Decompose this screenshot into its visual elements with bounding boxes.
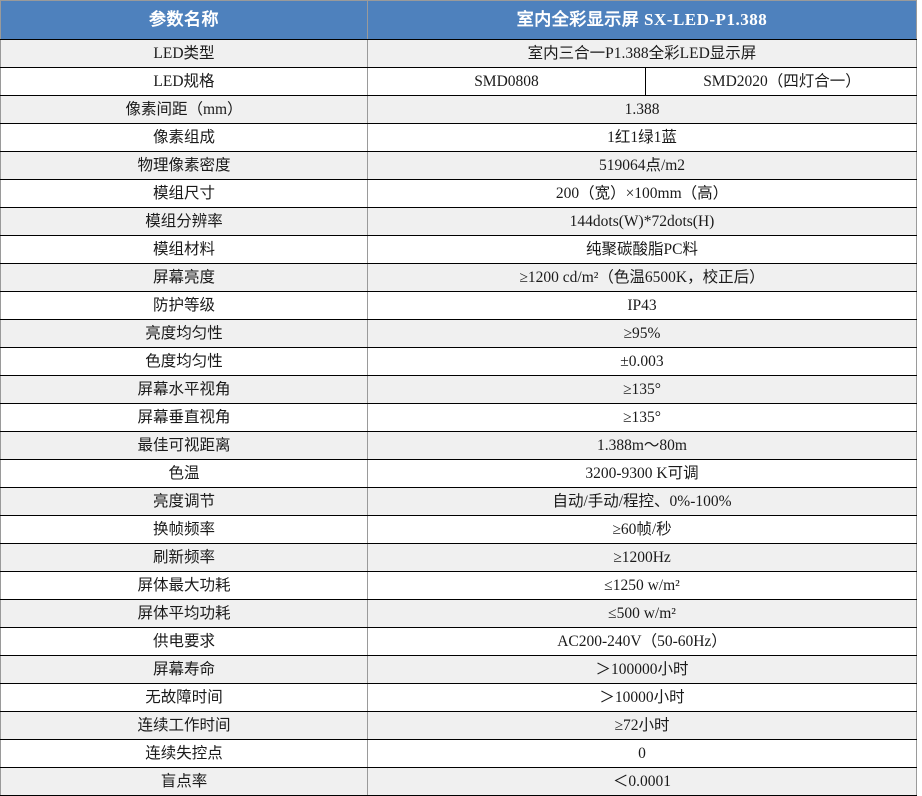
table-row: 屏幕水平视角 ≥135° [0, 375, 917, 404]
parameter-name-cell: 屏体平均功耗 [0, 599, 368, 628]
parameter-value-cell: 519064点/m2 [367, 151, 917, 180]
parameter-value-cell-a: SMD0808 [368, 68, 646, 95]
parameter-value-cell: ≥135° [367, 403, 917, 432]
table-row: 像素间距（mm） 1.388 [0, 95, 917, 124]
parameter-name-cell: 连续工作时间 [0, 711, 368, 740]
parameter-name-cell: 盲点率 [0, 767, 368, 796]
parameter-value-cell: 1.388m～80m [367, 431, 917, 460]
parameter-value-cell: ≤500 w/m² [367, 599, 917, 628]
parameter-value-cell-split: SMD0808 SMD2020（四灯合一） [367, 67, 917, 96]
parameter-value-cell: 200（宽）×100mm（高） [367, 179, 917, 208]
table-row: 供电要求 AC200-240V（50-60Hz） [0, 627, 917, 656]
parameter-name-cell: 亮度调节 [0, 487, 368, 516]
parameter-name-cell: 模组尺寸 [0, 179, 368, 208]
parameter-value-cell: ≥1200 cd/m²（色温6500K，校正后） [367, 263, 917, 292]
parameter-value-cell: ＞10000小时 [367, 683, 917, 712]
parameter-value-cell: ＜0.0001 [367, 767, 917, 796]
table-row: 屏幕垂直视角 ≥135° [0, 403, 917, 432]
parameter-value-cell: 3200-9300 K可调 [367, 459, 917, 488]
parameter-name-cell: 色温 [0, 459, 368, 488]
parameter-name-cell: 连续失控点 [0, 739, 368, 768]
header-parameter-name: 参数名称 [0, 0, 368, 40]
parameter-name-cell: 色度均匀性 [0, 347, 368, 376]
parameter-value-cell: ≥1200Hz [367, 543, 917, 572]
table-row: 屏体最大功耗 ≤1250 w/m² [0, 571, 917, 600]
parameter-name-cell: 像素组成 [0, 123, 368, 152]
parameter-value-cell: 自动/手动/程控、0%-100% [367, 487, 917, 516]
parameter-name-cell: 屏幕寿命 [0, 655, 368, 684]
parameter-value-cell: AC200-240V（50-60Hz） [367, 627, 917, 656]
table-header-row: 参数名称 室内全彩显示屏 SX-LED-P1.388 [0, 0, 917, 40]
table-header: 参数名称 室内全彩显示屏 SX-LED-P1.388 [0, 0, 917, 40]
table-row: 亮度调节 自动/手动/程控、0%-100% [0, 487, 917, 516]
table-row: 最佳可视距离 1.388m～80m [0, 431, 917, 460]
table-row: 模组尺寸 200（宽）×100mm（高） [0, 179, 917, 208]
table-row: 物理像素密度 519064点/m2 [0, 151, 917, 180]
parameter-name-cell: 换帧频率 [0, 515, 368, 544]
parameter-name-cell: LED规格 [0, 67, 368, 96]
parameter-name-cell: 屏幕亮度 [0, 263, 368, 292]
parameter-name-cell: 像素间距（mm） [0, 95, 368, 124]
parameter-value-cell: 1红1绿1蓝 [367, 123, 917, 152]
table-row: 模组分辨率 144dots(W)*72dots(H) [0, 207, 917, 236]
parameter-name-cell: 屏幕水平视角 [0, 375, 368, 404]
parameter-value-cell: ±0.003 [367, 347, 917, 376]
parameter-name-cell: 屏体最大功耗 [0, 571, 368, 600]
table-row: 连续工作时间 ≥72小时 [0, 711, 917, 740]
table-body: LED类型 室内三合一P1.388全彩LED显示屏 LED规格 SMD0808 SMD2… [0, 39, 917, 796]
parameter-value-cell: 1.388 [367, 95, 917, 124]
table-row: 连续失控点 0 [0, 739, 917, 768]
parameter-value-cell: IP43 [367, 291, 917, 320]
table-row: 像素组成 1红1绿1蓝 [0, 123, 917, 152]
parameter-value-cell: ≤1250 w/m² [367, 571, 917, 600]
table-row: 无故障时间 ＞10000小时 [0, 683, 917, 712]
table-row: 屏幕寿命 ＞100000小时 [0, 655, 917, 684]
parameter-value-cell: ≥72小时 [367, 711, 917, 740]
parameter-name-cell: 屏幕垂直视角 [0, 403, 368, 432]
parameter-name-cell: 物理像素密度 [0, 151, 368, 180]
parameter-name-cell: 模组分辨率 [0, 207, 368, 236]
table-row: 换帧频率 ≥60帧/秒 [0, 515, 917, 544]
table-row: 模组材料 纯聚碳酸脂PC料 [0, 235, 917, 264]
parameter-value-cell-b: SMD2020（四灯合一） [703, 73, 861, 90]
table-row: LED规格 SMD0808 SMD2020（四灯合一） [0, 67, 917, 96]
header-product-title: 室内全彩显示屏 SX-LED-P1.388 [367, 0, 917, 40]
parameter-value-cell: 0 [367, 739, 917, 768]
parameter-value-cell: ＞100000小时 [367, 655, 917, 684]
parameter-name-cell: 模组材料 [0, 235, 368, 264]
table-row: 屏体平均功耗 ≤500 w/m² [0, 599, 917, 628]
table-row: LED类型 室内三合一P1.388全彩LED显示屏 [0, 39, 917, 68]
table-row: 刷新频率 ≥1200Hz [0, 543, 917, 572]
table-row: 色度均匀性 ±0.003 [0, 347, 917, 376]
parameter-value-cell: 纯聚碳酸脂PC料 [367, 235, 917, 264]
table-row: 盲点率 ＜0.0001 [0, 767, 917, 796]
parameter-value-cell: 室内三合一P1.388全彩LED显示屏 [367, 39, 917, 68]
table-row: 屏幕亮度 ≥1200 cd/m²（色温6500K，校正后） [0, 263, 917, 292]
parameter-name-cell: 刷新频率 [0, 543, 368, 572]
parameter-value-cell: ≥60帧/秒 [367, 515, 917, 544]
parameter-name-cell: 亮度均匀性 [0, 319, 368, 348]
parameter-name-cell: LED类型 [0, 39, 368, 68]
table-row: 亮度均匀性 ≥95% [0, 319, 917, 348]
parameter-value-cell: ≥135° [367, 375, 917, 404]
parameter-value-cell: ≥95% [367, 319, 917, 348]
table-row: 色温 3200-9300 K可调 [0, 459, 917, 488]
table-row: 防护等级 IP43 [0, 291, 917, 320]
parameter-name-cell: 最佳可视距离 [0, 431, 368, 460]
parameter-name-cell: 无故障时间 [0, 683, 368, 712]
parameter-name-cell: 供电要求 [0, 627, 368, 656]
parameter-name-cell: 防护等级 [0, 291, 368, 320]
parameter-value-cell: 144dots(W)*72dots(H) [367, 207, 917, 236]
